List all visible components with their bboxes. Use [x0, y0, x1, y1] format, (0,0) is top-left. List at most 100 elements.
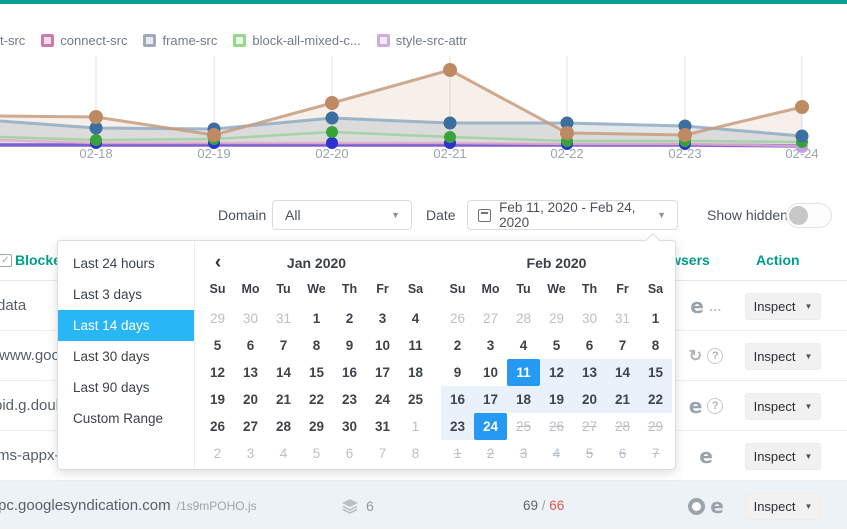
calendar-day[interactable]: 2 [486, 446, 495, 461]
calendar-day[interactable]: 4 [552, 446, 561, 461]
calendar-day[interactable]: 16 [441, 386, 474, 413]
calendar-day[interactable]: 29 [548, 311, 565, 326]
calendar-day[interactable]: 14 [275, 365, 292, 380]
calendar-day[interactable]: 6 [585, 338, 594, 353]
calendar-day[interactable]: 2 [345, 311, 354, 326]
calendar-day[interactable]: 11 [408, 338, 423, 353]
preset-last-14-days[interactable]: Last 14 days [58, 310, 194, 341]
calendar-day[interactable]: 3 [519, 446, 528, 461]
calendar-day[interactable]: 27 [242, 419, 259, 434]
legend-item[interactable]: style-src-attr [376, 33, 467, 48]
calendar-day[interactable]: 15 [639, 359, 672, 386]
calendar-day[interactable]: 1 [312, 311, 321, 326]
preset-custom-range[interactable]: Custom Range [73, 411, 164, 426]
calendar-day[interactable]: 13 [573, 359, 606, 386]
calendar-day[interactable]: 21 [606, 386, 639, 413]
calendar-day[interactable]: 25 [515, 419, 532, 434]
calendar-day[interactable]: 18 [407, 365, 424, 380]
calendar-day[interactable]: 22 [308, 392, 325, 407]
calendar-day[interactable]: 8 [411, 446, 420, 461]
calendar-day[interactable]: 23 [341, 392, 358, 407]
calendar-day[interactable]: 4 [411, 311, 420, 326]
calendar-day[interactable]: 31 [614, 311, 631, 326]
calendar-day[interactable]: 8 [651, 338, 660, 353]
calendar-day[interactable]: 31 [275, 311, 292, 326]
calendar-day[interactable]: 24 [374, 392, 391, 407]
calendar-day[interactable]: 29 [209, 311, 226, 326]
calendar-day[interactable]: 26 [548, 419, 565, 434]
calendar-day[interactable]: 7 [618, 338, 627, 353]
calendar-day[interactable]: 30 [341, 419, 358, 434]
calendar-day[interactable]: 17 [374, 365, 391, 380]
calendar-day[interactable]: 11 [507, 359, 540, 386]
calendar-day[interactable]: 3 [246, 446, 255, 461]
calendar-day[interactable]: 14 [606, 359, 639, 386]
calendar-day[interactable]: 10 [374, 338, 391, 353]
domain-select[interactable]: All ▼ [272, 200, 412, 230]
calendar-day[interactable]: 9 [345, 338, 354, 353]
calendar-day[interactable]: 26 [209, 419, 226, 434]
calendar-day[interactable]: 7 [378, 446, 387, 461]
legend-item[interactable]: block-all-mixed-c... [233, 33, 361, 48]
inspect-button[interactable]: Inspect ▼ [745, 443, 821, 470]
calendar-day[interactable]: 20 [573, 386, 606, 413]
inspect-button[interactable]: Inspect ▼ [745, 293, 821, 320]
column-header-blocked[interactable]: Blocked [15, 252, 70, 268]
calendar-day[interactable]: 1 [411, 419, 420, 434]
inspect-button[interactable]: Inspect ▼ [745, 493, 821, 520]
calendar-day[interactable]: 29 [308, 419, 325, 434]
calendar-day[interactable]: 1 [651, 311, 660, 326]
calendar-day[interactable]: 13 [242, 365, 259, 380]
calendar-day[interactable]: 10 [482, 365, 499, 380]
calendar-day[interactable]: 20 [242, 392, 259, 407]
calendar-day[interactable]: 7 [279, 338, 288, 353]
calendar-day[interactable]: 15 [308, 365, 325, 380]
calendar-day[interactable]: 5 [213, 338, 222, 353]
calendar-day[interactable]: 22 [639, 386, 672, 413]
calendar-day[interactable]: 4 [279, 446, 288, 461]
calendar-day[interactable]: 26 [449, 311, 466, 326]
legend-item[interactable]: t-src [0, 33, 25, 48]
legend-item[interactable]: connect-src [41, 33, 127, 48]
calendar-day[interactable]: 31 [374, 419, 391, 434]
calendar-day[interactable]: 30 [581, 311, 598, 326]
calendar-day[interactable]: 5 [552, 338, 561, 353]
calendar-day[interactable]: 29 [647, 419, 664, 434]
calendar-day[interactable]: 25 [407, 392, 424, 407]
preset-last-24-hours[interactable]: Last 24 hours [73, 256, 155, 271]
calendar-day[interactable]: 7 [651, 446, 660, 461]
prev-month-icon[interactable]: ‹ [214, 252, 222, 273]
calendar-day[interactable]: 6 [246, 338, 255, 353]
calendar-day[interactable]: 28 [515, 311, 532, 326]
calendar-day[interactable]: 16 [341, 365, 358, 380]
calendar-day[interactable]: 28 [614, 419, 631, 434]
calendar-day[interactable]: 19 [540, 386, 573, 413]
calendar-day[interactable]: 8 [312, 338, 321, 353]
preset-last-30-days[interactable]: Last 30 days [73, 349, 150, 364]
calendar-day[interactable]: 30 [242, 311, 259, 326]
calendar-day[interactable]: 17 [474, 386, 507, 413]
calendar-day[interactable]: 23 [441, 413, 474, 440]
calendar-day[interactable]: 28 [275, 419, 292, 434]
calendar-day[interactable]: 9 [453, 365, 462, 380]
calendar-day[interactable]: 21 [275, 392, 292, 407]
calendar-day[interactable]: 12 [540, 359, 573, 386]
calendar-day[interactable]: 1 [453, 446, 462, 461]
calendar-day[interactable]: 27 [482, 311, 499, 326]
calendar-day[interactable]: 4 [519, 338, 528, 353]
show-hidden-toggle[interactable] [786, 203, 832, 228]
calendar-day[interactable]: 5 [585, 446, 594, 461]
preset-last-90-days[interactable]: Last 90 days [73, 380, 150, 395]
legend-item[interactable]: frame-src [143, 33, 217, 48]
inspect-button[interactable]: Inspect ▼ [745, 343, 821, 370]
calendar-day[interactable]: 2 [453, 338, 462, 353]
calendar-day[interactable]: 6 [345, 446, 354, 461]
calendar-day[interactable]: 2 [213, 446, 222, 461]
calendar-day[interactable]: 19 [209, 392, 226, 407]
checkbox-icon[interactable]: ✓ [0, 254, 12, 267]
calendar-day[interactable]: 12 [209, 365, 226, 380]
calendar-day[interactable]: 24 [474, 413, 507, 440]
calendar-day[interactable]: 5 [312, 446, 321, 461]
calendar-day[interactable]: 27 [581, 419, 598, 434]
calendar-day[interactable]: 6 [618, 446, 627, 461]
